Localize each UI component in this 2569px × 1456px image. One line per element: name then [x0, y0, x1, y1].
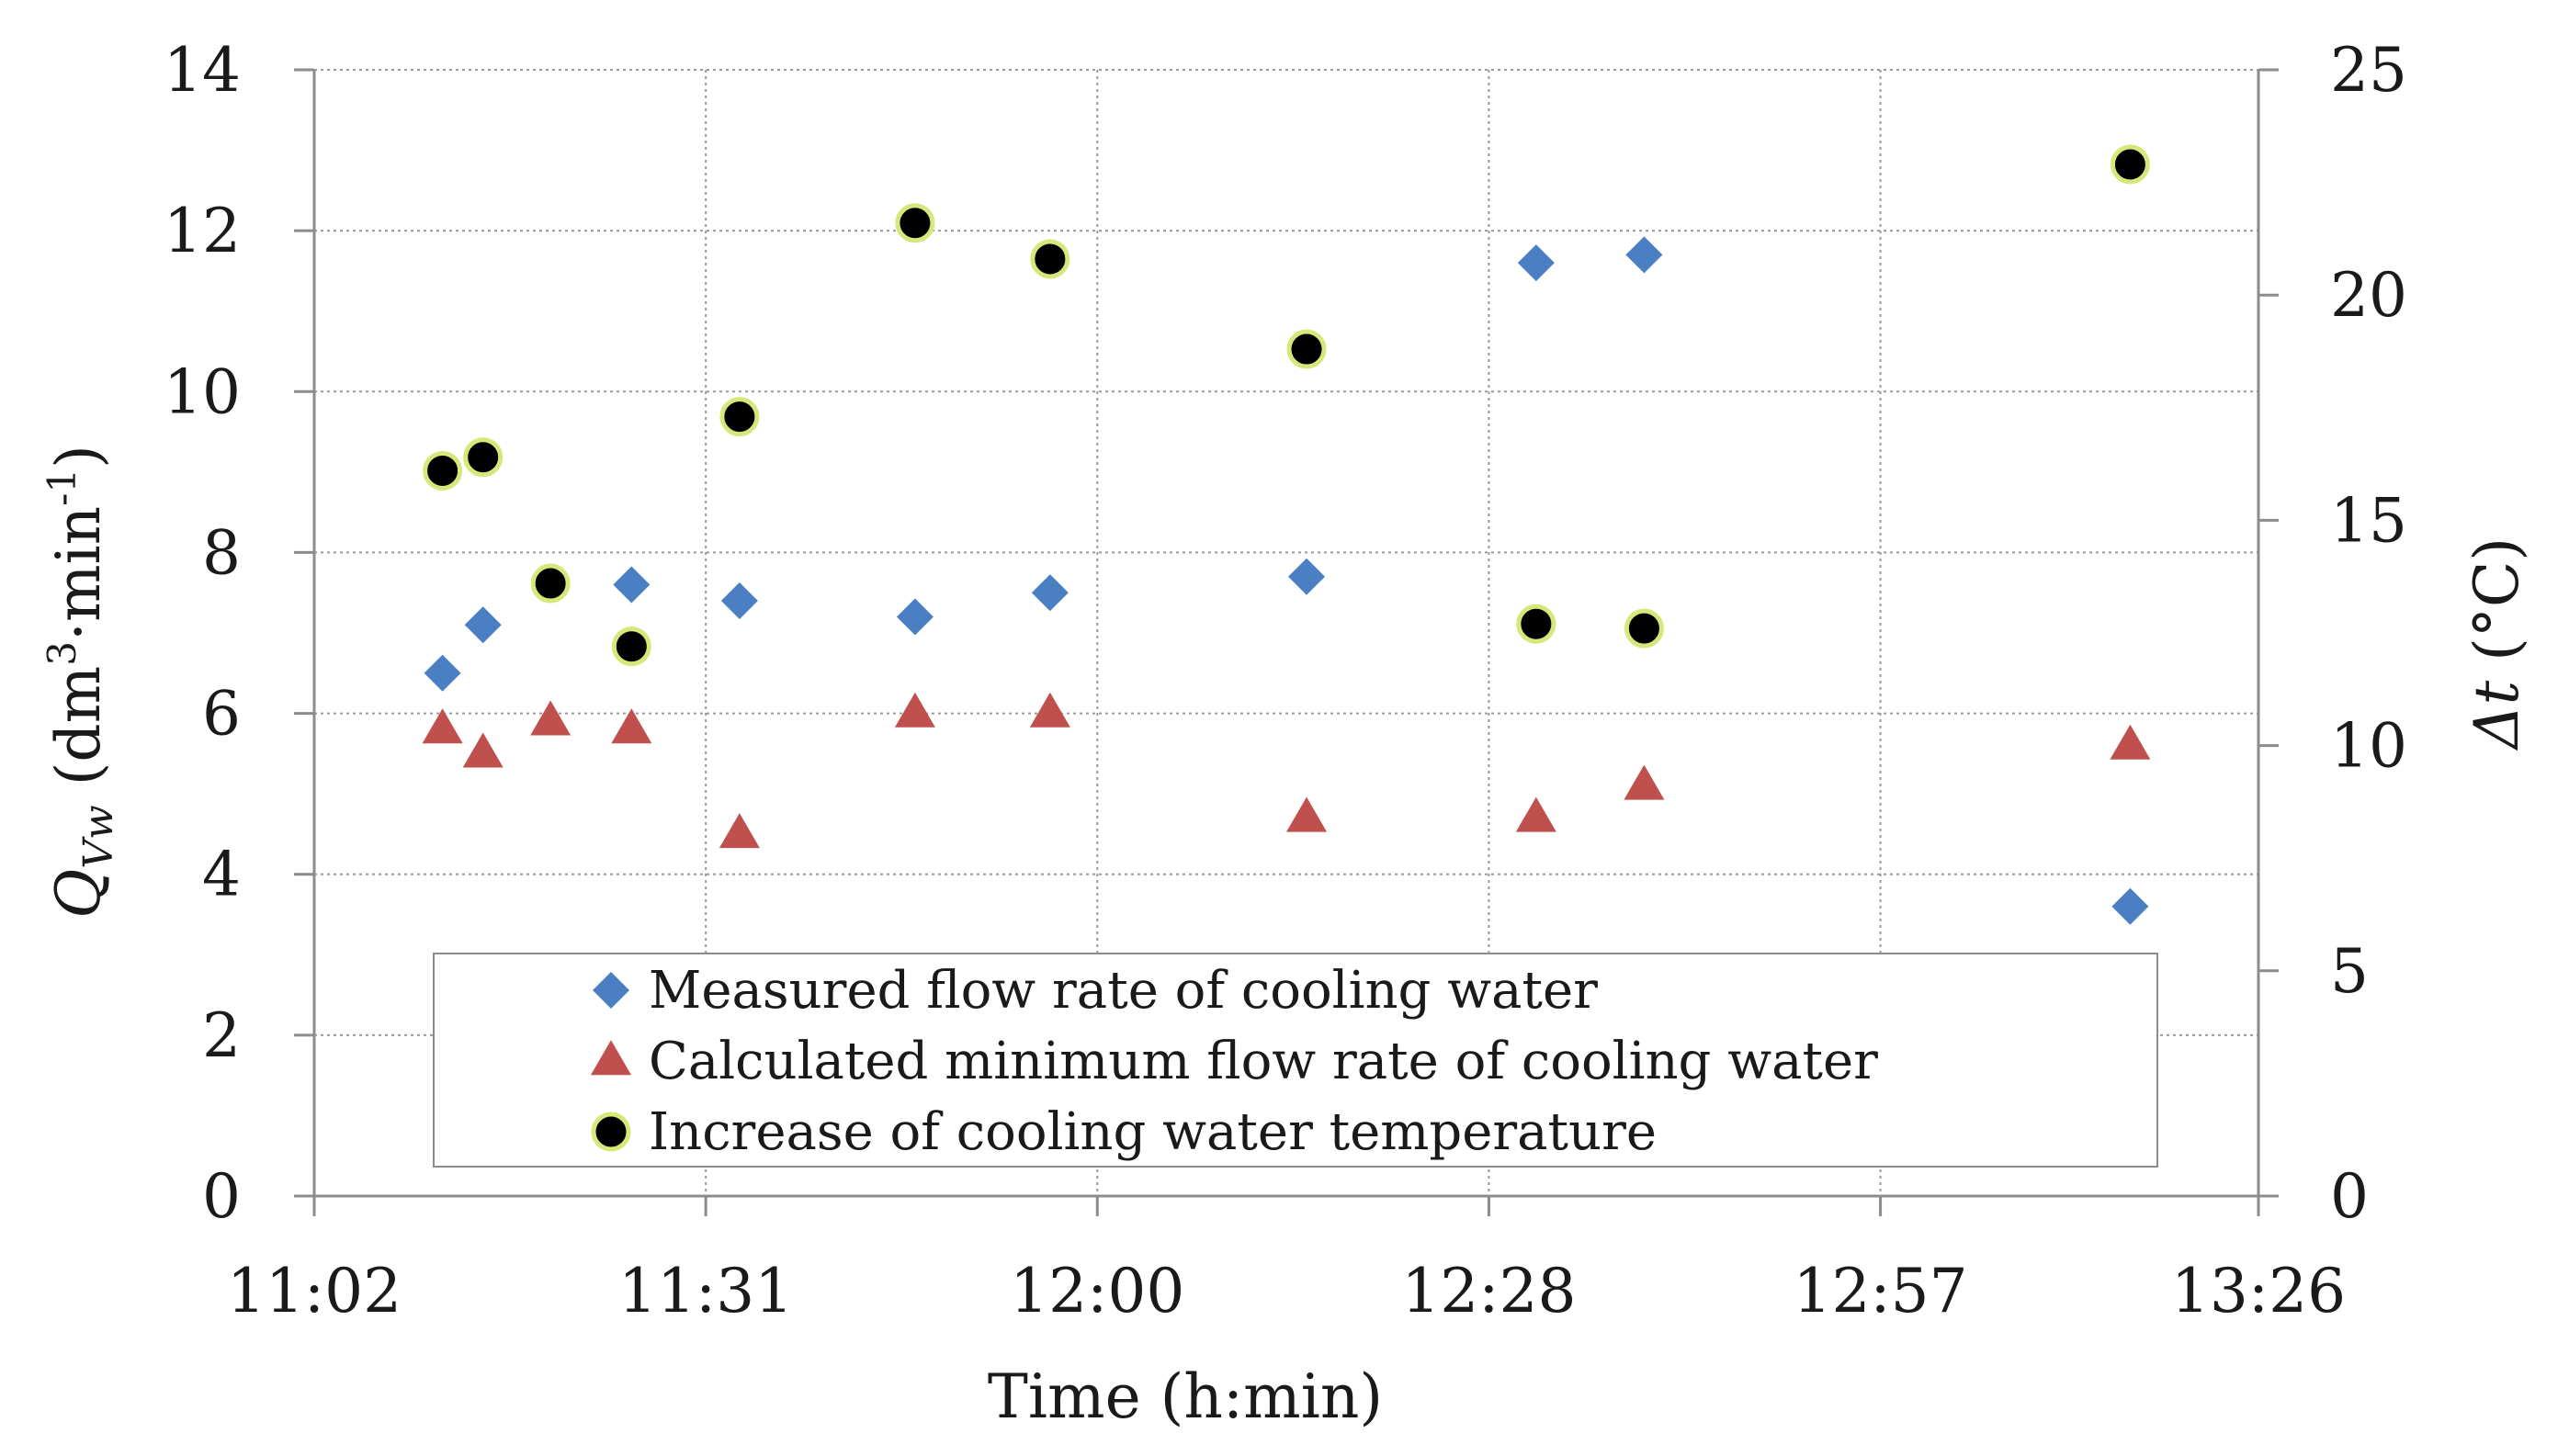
y-axis-subscript: Vw	[75, 805, 122, 868]
x-tick-label: 11:02	[227, 1256, 402, 1326]
series-2-point	[719, 813, 760, 849]
legend-marker-3	[591, 1112, 631, 1152]
series-3-point	[1286, 329, 1327, 369]
y2-tick-label: 10	[2330, 711, 2407, 782]
y-axis-unit-close: )	[43, 445, 114, 468]
series-3-point	[1624, 608, 1664, 649]
y-tick-label: 12	[164, 196, 241, 266]
y-tick-label: 8	[202, 517, 241, 588]
marks-layer	[422, 144, 2151, 925]
legend-label-2: Calculated minimum flow rate of cooling …	[649, 1032, 1878, 1091]
legend-box	[433, 953, 2158, 1168]
series-2-point	[462, 732, 504, 768]
x-tick-label: 12:28	[1401, 1256, 1576, 1326]
y2-tick-label: 20	[2330, 260, 2407, 331]
legend-marker-1	[593, 972, 629, 1009]
series-3-point	[463, 437, 504, 478]
series-1-point	[424, 654, 461, 692]
series-1-point	[2111, 887, 2149, 925]
axes-layer: 0 2 4 6 8 10 12 14 0 5 10 15 20 25 11:02 11:31 12:00 12:2…	[164, 35, 2407, 1326]
legend: Measured flow rate of cooling water Calcu…	[433, 953, 2158, 1168]
legend-label-3: Increase of cooling water temperature	[649, 1102, 1657, 1162]
legend-label-1: Measured flow rate of cooling water	[649, 961, 1598, 1021]
series-2-point	[422, 708, 463, 744]
y2-tick-label: 5	[2330, 936, 2369, 1007]
series-3-point	[719, 397, 760, 437]
y-tick-label: 4	[202, 840, 241, 910]
series-3-point	[1516, 604, 1556, 644]
series-2-point	[530, 700, 572, 736]
legend-marker-2	[591, 1040, 631, 1076]
x-tick-label: 12:57	[1793, 1256, 1967, 1326]
series-3-point	[530, 563, 571, 604]
y-tick-label: 0	[202, 1161, 241, 1232]
y2-axis-unit: (°C)	[2461, 537, 2532, 661]
series-3-point	[895, 203, 935, 243]
series-1-point	[1031, 574, 1069, 612]
y-axis-unit-sup2: -1	[40, 468, 85, 506]
series-2-point	[611, 708, 652, 744]
x-tick-label: 13:26	[2171, 1256, 2346, 1326]
x-tick-label: 12:00	[1010, 1256, 1184, 1326]
y2-tick-label: 15	[2330, 485, 2407, 556]
series-2-point	[1286, 796, 1328, 832]
series-1-point	[613, 566, 651, 604]
series-2-point	[1624, 764, 1665, 800]
series-1-point	[720, 581, 758, 619]
series-2-point	[2110, 724, 2151, 760]
series-3-point	[2110, 144, 2150, 185]
x-tick-label: 11:31	[618, 1256, 793, 1326]
series-1-point	[464, 606, 502, 644]
x-axis-title: Time (h:min)	[988, 1361, 1383, 1432]
grid-layer	[314, 69, 2258, 1196]
y-tick-label: 14	[164, 35, 241, 106]
y-axis-unit-sup1: 3	[40, 641, 85, 666]
y-tick-label: 10	[164, 356, 241, 427]
series-1-point	[896, 598, 934, 636]
y-axis-unit-open: (dm	[43, 666, 114, 806]
series-3-point	[423, 450, 463, 491]
y-axis-title: QVw (dm3·min-1)	[40, 445, 122, 919]
series-3-point	[1030, 239, 1070, 279]
y-axis-symbol: Q	[43, 869, 114, 919]
series-1-point	[1288, 558, 1326, 595]
series-2-point	[1029, 692, 1070, 728]
y-tick-label: 2	[202, 1000, 241, 1071]
y2-tick-label: 25	[2330, 35, 2407, 106]
series-2-point	[894, 692, 935, 728]
series-3-point	[611, 626, 651, 667]
series-1-point	[1517, 244, 1555, 282]
y-tick-label: 6	[202, 679, 241, 750]
y2-axis-title: Δt (°C)	[2461, 537, 2532, 751]
y2-tick-label: 0	[2330, 1161, 2369, 1232]
y2-axis-symbol: Δt	[2461, 680, 2532, 751]
series-2-point	[1515, 796, 1556, 832]
y-axis-unit-mid: ·min	[43, 506, 114, 641]
series-1-point	[1625, 236, 1663, 274]
axis-titles: Time (h:min) QVw (dm3·min-1) Δt (°C)	[40, 445, 2532, 1432]
